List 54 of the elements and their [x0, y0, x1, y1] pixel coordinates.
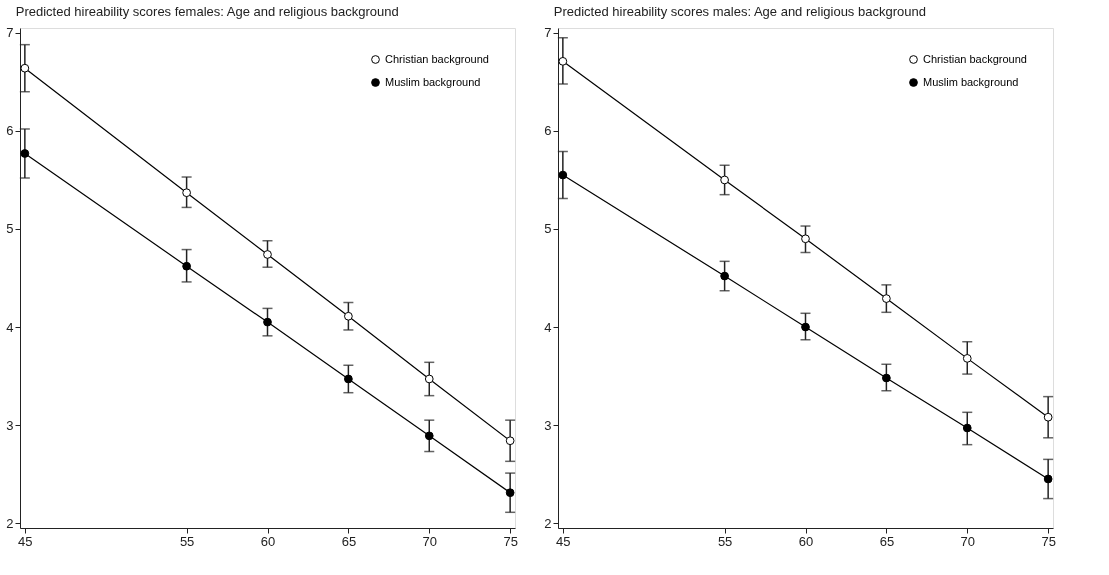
point [344, 374, 353, 384]
x-tick-label: 45 [556, 533, 571, 549]
point [962, 354, 972, 363]
point [801, 234, 810, 244]
point [20, 63, 30, 73]
y-tick-label: 4 [6, 319, 14, 335]
y-tick-label: 6 [6, 123, 14, 139]
y-tick-label: 6 [544, 123, 552, 139]
y-tick-label: 3 [6, 417, 14, 433]
point [720, 271, 729, 281]
legend-label: Christian background [385, 52, 489, 65]
point [1043, 412, 1053, 422]
x-tick-label: 75 [503, 533, 518, 549]
y-tick-label: 2 [544, 515, 552, 531]
x-tick-label: 70 [960, 533, 975, 549]
x-tick-label: 45 [18, 533, 33, 549]
point [1043, 474, 1053, 484]
point [182, 261, 191, 271]
point [424, 374, 434, 384]
point [720, 175, 729, 185]
point [558, 56, 568, 66]
legend-label: Christian background [923, 52, 1027, 65]
point [558, 170, 568, 180]
chart-title: Predicted hireability scores males: Age and religious background [553, 3, 926, 19]
point [263, 317, 272, 327]
legend-label: Muslim background [923, 75, 1019, 88]
point [424, 431, 434, 441]
chart-title: Predicted hireability scores females: Age and religious background [15, 3, 399, 19]
y-tick-label: 7 [6, 25, 14, 41]
y-tick-label: 3 [544, 417, 552, 433]
point [505, 436, 515, 446]
x-tick-label: 75 [1041, 533, 1056, 549]
x-tick-label: 65 [341, 533, 357, 549]
point [344, 311, 353, 321]
x-tick-label: 70 [422, 533, 437, 549]
point [882, 294, 891, 303]
point [263, 250, 272, 259]
x-tick-label: 65 [879, 533, 895, 549]
y-tick-label: 5 [544, 221, 552, 237]
point [182, 188, 191, 198]
y-tick-label: 5 [6, 221, 14, 237]
y-tick-label: 4 [544, 319, 552, 335]
legend-label: Muslim background [385, 75, 481, 88]
x-tick-label: 60 [260, 533, 276, 549]
x-tick-label: 55 [717, 533, 733, 549]
point [20, 149, 30, 158]
x-tick-label: 55 [179, 533, 195, 549]
point [505, 488, 515, 498]
y-tick-label: 2 [6, 515, 14, 531]
x-tick-label: 60 [798, 533, 814, 549]
point [962, 423, 972, 433]
y-tick-label: 7 [544, 25, 552, 41]
point [801, 322, 810, 332]
point [882, 373, 891, 383]
